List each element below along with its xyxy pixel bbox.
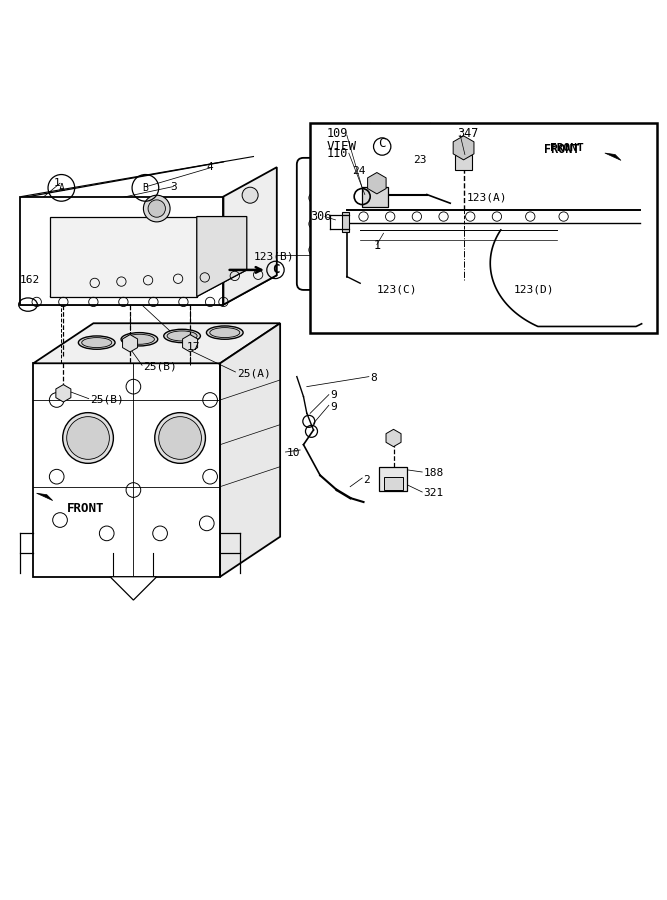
Text: B: B xyxy=(501,219,506,229)
Text: 123(D): 123(D) xyxy=(514,285,554,295)
Bar xyxy=(310,123,657,333)
Text: VIEW: VIEW xyxy=(327,140,357,153)
Polygon shape xyxy=(384,477,403,490)
Polygon shape xyxy=(223,167,277,304)
Text: 123(C): 123(C) xyxy=(377,285,418,295)
Polygon shape xyxy=(123,335,137,352)
Circle shape xyxy=(159,417,201,459)
Text: 347: 347 xyxy=(457,127,478,140)
Ellipse shape xyxy=(82,338,112,347)
Polygon shape xyxy=(50,270,247,297)
Circle shape xyxy=(63,412,113,464)
Ellipse shape xyxy=(79,336,115,349)
Text: 24: 24 xyxy=(352,166,366,176)
Circle shape xyxy=(155,412,205,464)
Text: FRONT: FRONT xyxy=(67,502,104,515)
Text: 25(A): 25(A) xyxy=(237,368,271,378)
Text: 123(B): 123(B) xyxy=(253,252,294,262)
Polygon shape xyxy=(20,275,277,304)
Text: FRONT: FRONT xyxy=(544,143,579,157)
Text: A: A xyxy=(351,219,356,229)
Polygon shape xyxy=(379,467,407,491)
Text: 109: 109 xyxy=(327,127,348,140)
Text: 188: 188 xyxy=(424,468,444,478)
Polygon shape xyxy=(422,123,438,142)
Text: 1: 1 xyxy=(374,238,381,252)
Ellipse shape xyxy=(209,328,239,338)
Circle shape xyxy=(242,187,258,203)
Polygon shape xyxy=(33,364,220,577)
Polygon shape xyxy=(368,173,386,194)
Text: 110: 110 xyxy=(327,147,348,159)
Polygon shape xyxy=(362,123,378,142)
Polygon shape xyxy=(386,429,401,446)
Text: 9: 9 xyxy=(330,401,337,411)
Circle shape xyxy=(67,417,109,459)
Polygon shape xyxy=(33,323,280,364)
Polygon shape xyxy=(453,136,474,160)
Text: 9: 9 xyxy=(330,391,337,401)
Polygon shape xyxy=(56,384,71,402)
Polygon shape xyxy=(37,493,53,500)
Text: C: C xyxy=(272,264,279,276)
Polygon shape xyxy=(197,217,247,297)
Text: 25(B): 25(B) xyxy=(143,362,177,372)
Text: 306: 306 xyxy=(310,210,331,223)
Text: A: A xyxy=(59,183,64,193)
Text: 4: 4 xyxy=(207,161,213,172)
Text: B: B xyxy=(143,183,148,193)
Text: 8: 8 xyxy=(370,373,377,383)
Polygon shape xyxy=(183,335,197,352)
Ellipse shape xyxy=(121,333,157,346)
Polygon shape xyxy=(342,212,349,232)
Text: 321: 321 xyxy=(424,489,444,499)
Bar xyxy=(455,155,472,170)
Text: 10: 10 xyxy=(287,448,300,458)
Text: FRONT: FRONT xyxy=(550,143,584,153)
Ellipse shape xyxy=(206,326,243,339)
Text: C: C xyxy=(378,137,386,149)
Ellipse shape xyxy=(167,331,197,341)
Text: 123(A): 123(A) xyxy=(467,193,508,202)
Text: 3: 3 xyxy=(170,182,177,192)
Circle shape xyxy=(143,195,170,222)
Text: 17: 17 xyxy=(187,342,200,352)
Polygon shape xyxy=(20,196,223,304)
Polygon shape xyxy=(605,153,621,160)
Text: 25(B): 25(B) xyxy=(90,395,124,405)
Polygon shape xyxy=(50,217,197,297)
Polygon shape xyxy=(110,577,157,600)
Text: 23: 23 xyxy=(414,155,427,165)
Ellipse shape xyxy=(124,334,154,345)
Polygon shape xyxy=(220,323,280,577)
Bar xyxy=(362,186,388,206)
Text: 162: 162 xyxy=(20,274,40,285)
Text: 1: 1 xyxy=(53,178,60,188)
Ellipse shape xyxy=(164,329,200,343)
Circle shape xyxy=(148,200,165,217)
Text: 2: 2 xyxy=(364,475,370,485)
